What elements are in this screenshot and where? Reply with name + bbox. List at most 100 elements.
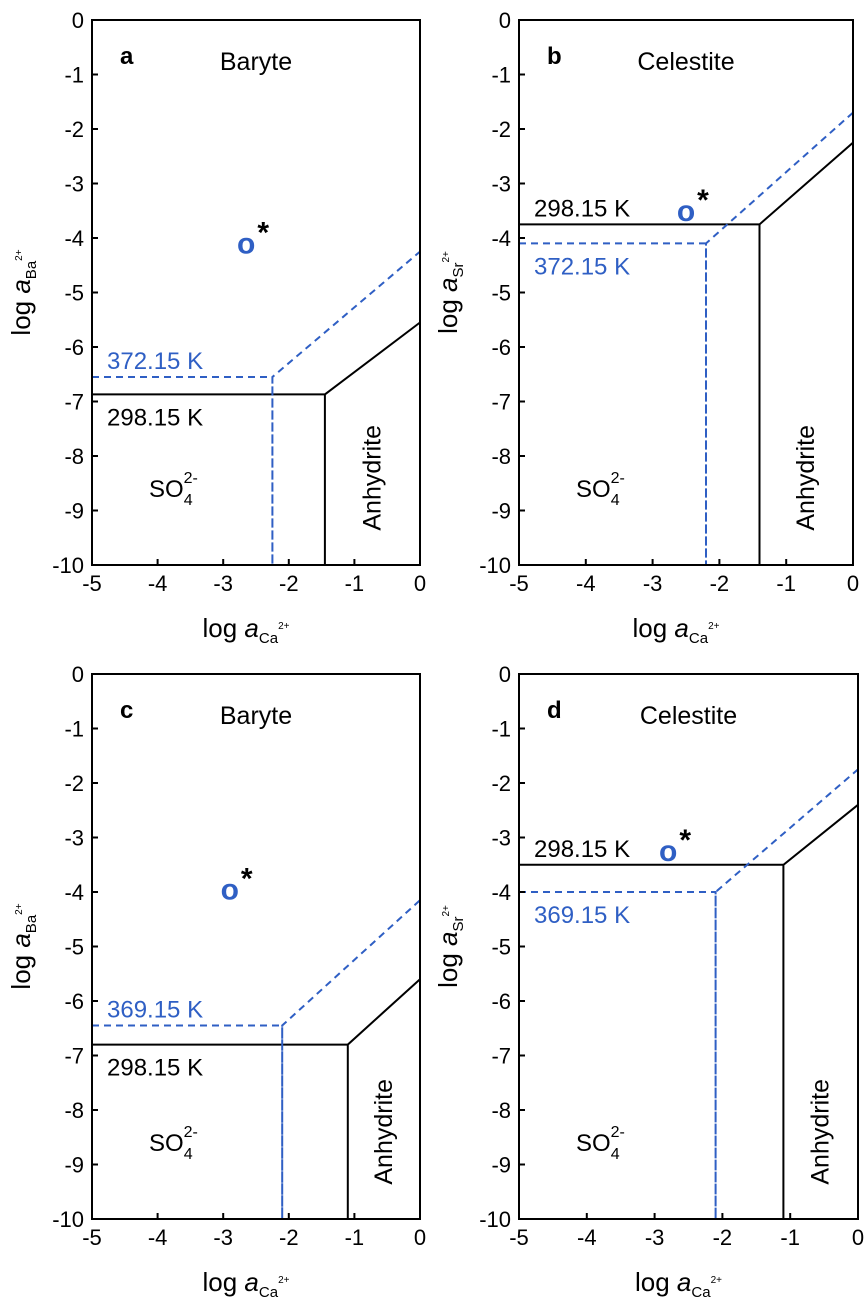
y-tick-label: -10 — [52, 1207, 84, 1232]
field-label: Baryte — [220, 48, 292, 76]
x-tick-label: -1 — [780, 1225, 800, 1250]
series-label-29815: 298.15 K — [534, 195, 630, 222]
field-label: Celestite — [640, 702, 737, 730]
series-line-29815 — [92, 978, 421, 1219]
panel-letter: c — [120, 697, 133, 724]
y-tick-label: -10 — [479, 1207, 511, 1232]
x-tick-label: -4 — [148, 1225, 168, 1250]
region-label: Anhydrite — [358, 425, 386, 531]
x-tick-label: -4 — [577, 1225, 597, 1250]
y-tick-label: -10 — [479, 553, 511, 578]
y-tick-label: -6 — [64, 989, 84, 1014]
marker-asterisk: * — [257, 216, 269, 249]
region-label: Anhydrite — [792, 425, 820, 531]
y-tick-label: -5 — [491, 935, 511, 960]
sulfate-label: SO42- — [576, 470, 625, 509]
data-marker: o — [221, 873, 239, 906]
x-tick-label: -2 — [279, 571, 299, 596]
y-tick-label: -2 — [64, 117, 84, 142]
y-tick-label: -5 — [491, 281, 511, 306]
data-marker: o — [677, 195, 695, 228]
y-tick-label: -5 — [64, 935, 84, 960]
panel-letter: a — [120, 43, 134, 70]
y-axis-label: log aBa2+ — [6, 903, 40, 989]
marker-asterisk: * — [679, 824, 691, 857]
y-axis-label: log aBa2+ — [6, 249, 40, 335]
sulfate-label: SO42- — [149, 470, 198, 509]
y-tick-label: -9 — [64, 1153, 84, 1178]
x-tick-label: -2 — [279, 1225, 299, 1250]
x-tick-label: -1 — [345, 571, 365, 596]
data-marker: o — [659, 835, 677, 868]
series-line-29815 — [519, 141, 854, 565]
x-tick-label: -5 — [509, 571, 529, 596]
y-tick-label: -5 — [64, 281, 84, 306]
marker-asterisk: * — [697, 184, 709, 217]
y-tick-label: -4 — [64, 226, 84, 251]
x-tick-label: -5 — [82, 571, 102, 596]
x-tick-label: -2 — [713, 1225, 733, 1250]
y-tick-label: -2 — [64, 771, 84, 796]
y-tick-label: -10 — [52, 553, 84, 578]
y-tick-label: -7 — [491, 390, 511, 415]
x-tick-label: -3 — [213, 1225, 233, 1250]
x-tick-label: -5 — [82, 1225, 102, 1250]
region-label: Anhydrite — [807, 1079, 835, 1185]
series-line-37215 — [92, 250, 421, 565]
x-tick-label: -1 — [345, 1225, 365, 1250]
x-axis-label: log aCa2+ — [203, 613, 290, 647]
series-label-37215: 372.15 K — [534, 253, 630, 280]
x-tick-label: 0 — [414, 1225, 426, 1250]
y-tick-label: -3 — [64, 826, 84, 851]
y-tick-label: -2 — [491, 117, 511, 142]
x-tick-label: -3 — [643, 571, 663, 596]
y-tick-label: -8 — [64, 1098, 84, 1123]
y-tick-label: 0 — [499, 8, 511, 33]
series-label-37215: 372.15 K — [107, 348, 203, 375]
y-tick-label: 0 — [72, 8, 84, 33]
y-tick-label: -9 — [491, 499, 511, 524]
y-tick-label: -1 — [491, 717, 511, 742]
y-tick-label: -4 — [491, 226, 511, 251]
y-tick-label: -4 — [64, 880, 84, 905]
x-axis-label: log aCa2+ — [633, 613, 720, 647]
sulfate-label: SO42- — [576, 1124, 625, 1163]
series-label-36915: 369.15 K — [107, 997, 203, 1024]
y-tick-label: -8 — [491, 444, 511, 469]
y-tick-label: -6 — [491, 989, 511, 1014]
y-tick-label: -2 — [491, 771, 511, 796]
x-tick-label: -1 — [776, 571, 796, 596]
y-tick-label: -1 — [491, 63, 511, 88]
field-label: Baryte — [220, 702, 292, 730]
data-marker: o — [237, 227, 255, 260]
x-tick-label: -4 — [148, 571, 168, 596]
y-tick-label: -8 — [491, 1098, 511, 1123]
y-axis-label: log aSr2+ — [433, 251, 467, 334]
y-tick-label: -1 — [64, 717, 84, 742]
panel-letter: d — [547, 697, 562, 724]
y-tick-label: -8 — [64, 444, 84, 469]
y-axis-label: log aSr2+ — [433, 905, 467, 988]
x-tick-label: -5 — [509, 1225, 529, 1250]
series-label-29815: 298.15 K — [107, 404, 203, 431]
y-tick-label: -9 — [491, 1153, 511, 1178]
series-line-36915 — [92, 899, 421, 1219]
x-axis-label: log aCa2+ — [635, 1267, 722, 1301]
series-line-29815 — [519, 804, 859, 1219]
y-tick-label: 0 — [72, 662, 84, 687]
y-tick-label: -9 — [64, 499, 84, 524]
series-line-36915 — [519, 768, 859, 1219]
y-tick-label: -6 — [64, 335, 84, 360]
x-tick-label: -2 — [710, 571, 730, 596]
region-label: Anhydrite — [370, 1079, 398, 1185]
sulfate-label: SO42- — [149, 1124, 198, 1163]
y-tick-label: -7 — [64, 1044, 84, 1069]
y-tick-label: 0 — [499, 662, 511, 687]
field-label: Celestite — [637, 48, 734, 76]
x-tick-label: 0 — [852, 1225, 864, 1250]
y-tick-label: -4 — [491, 880, 511, 905]
series-line-37215 — [519, 111, 854, 565]
